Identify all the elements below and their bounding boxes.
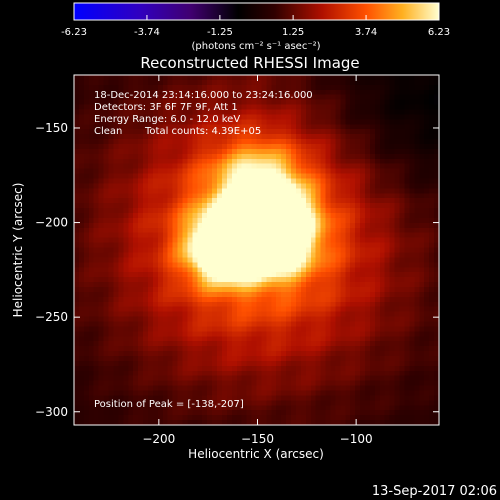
annotation-peak: Position of Peak = [-138,-207] xyxy=(94,399,244,410)
y-tick-label: −150 xyxy=(35,121,68,135)
image-area xyxy=(74,75,439,425)
annotation-energy: Energy Range: 6.0 - 12.0 keV xyxy=(94,114,240,125)
x-axis-ticks: −200 −150 −100 xyxy=(142,75,373,446)
annotation-method: Clean xyxy=(94,126,122,137)
annotation-counts: Total counts: 4.39E+05 xyxy=(144,126,261,137)
colorbar-ticks: -6.23 -3.74 -1.25 1.25 3.74 6.23 xyxy=(61,15,450,38)
y-tick-label: −250 xyxy=(35,310,68,324)
y-tick-label: −300 xyxy=(35,405,68,419)
x-tick-label: −150 xyxy=(241,432,274,446)
y-tick-label: −200 xyxy=(35,216,68,230)
annotation-detectors: Detectors: 3F 6F 7F 9F, Att 1 xyxy=(94,102,238,113)
heatmap-image xyxy=(74,75,439,425)
y-axis-label: Heliocentric Y (arcsec) xyxy=(11,183,25,318)
chart-title: Reconstructed RHESSI Image xyxy=(140,54,359,72)
colorbar xyxy=(73,2,440,21)
plot-frame xyxy=(73,74,440,426)
colorbar-tick-label: 6.23 xyxy=(428,27,450,38)
colorbar-tick-label: -1.25 xyxy=(207,27,233,38)
colorbar-tick-label: -3.74 xyxy=(134,27,160,38)
colorbar-tick-label: -6.23 xyxy=(61,27,87,38)
x-axis-label: Heliocentric X (arcsec) xyxy=(188,447,324,461)
y-axis-ticks: −150 −200 −250 −300 xyxy=(35,121,439,419)
colorbar-unit-label: (photons cm⁻² s⁻¹ asec⁻²) xyxy=(191,41,320,52)
x-tick-label: −200 xyxy=(142,432,175,446)
colorbar-tick-label: 3.74 xyxy=(355,27,377,38)
annotation-time-range: 18-Dec-2014 23:14:16.000 to 23:24:16.000 xyxy=(94,90,313,101)
footer-date: 13-Sep-2017 02:06 xyxy=(372,484,497,499)
x-tick-label: −100 xyxy=(340,432,373,446)
colorbar-tick-label: 1.25 xyxy=(282,27,304,38)
